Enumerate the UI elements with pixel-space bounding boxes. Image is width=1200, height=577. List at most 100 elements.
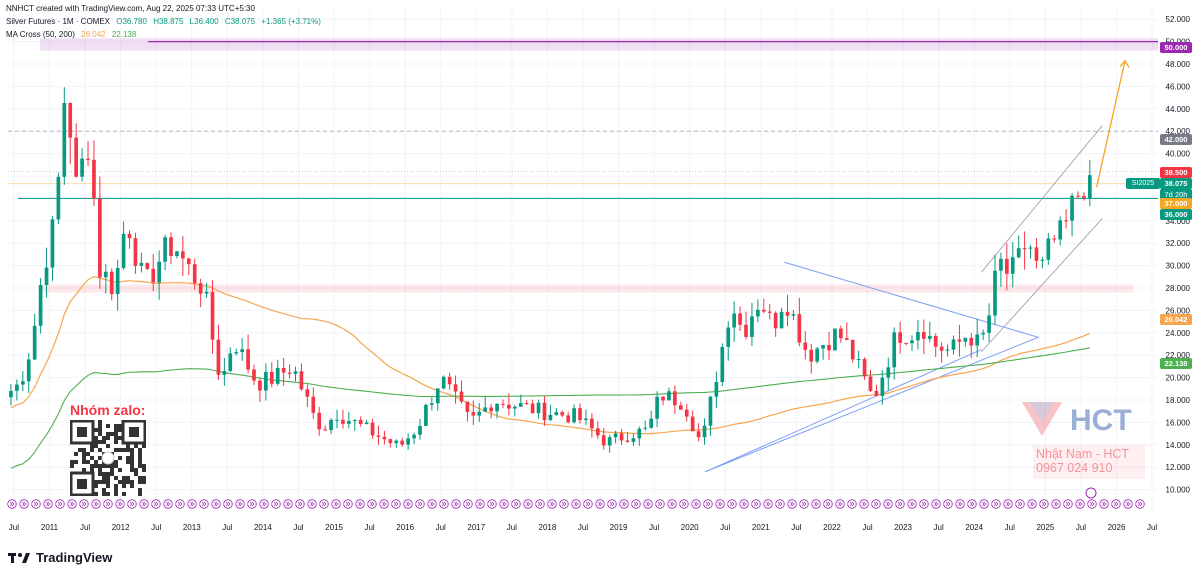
event-arrow-icon [129,501,135,507]
candle-body [542,402,547,421]
candle-body [275,367,280,384]
target-arrowhead-icon [1119,59,1130,68]
tradingview-footer[interactable]: TradingView [8,550,112,565]
qr-cell [130,448,134,452]
time-tick-label: Jul [293,523,303,532]
qr-cell [90,456,94,460]
zalo-label: Nhóm zalo: [70,402,146,418]
candle-body [821,345,825,349]
qr-cell [106,484,110,488]
qr-finder [70,471,95,496]
creator-text: NNHCT created with TradingView.com, Aug … [6,4,255,13]
event-arrow-icon [57,501,63,507]
time-tick-label: 2021 [752,523,770,532]
qr-cell [126,448,130,452]
candle-body [311,396,316,413]
qr-cell [122,476,126,480]
candle-body [145,262,150,269]
qr-cell [130,452,134,456]
price-tick-label: 10.000 [1166,486,1191,495]
event-arrow-icon [621,501,627,507]
symbol-legend[interactable]: Silver Futures · 1M · COMEX O36.780 H38.… [6,16,325,27]
event-arrow-icon [897,501,903,507]
candle-body [50,219,55,268]
price-tick-label: 24.000 [1166,329,1191,338]
candle-body [738,313,742,325]
time-tick-label: Jul [9,523,19,532]
candles [9,87,1092,453]
qr-cell [98,424,102,428]
candle-body [649,418,654,428]
contract-label: SI2025 [1126,178,1160,189]
qr-cell [138,464,142,468]
time-tick-label: Jul [578,523,588,532]
event-arrow-icon [513,501,519,507]
indicator-name[interactable]: MA Cross (50, 200) [6,30,75,39]
qr-cell [106,492,110,496]
qr-cell [126,476,130,480]
time-tick-label: 2013 [183,523,201,532]
event-arrow-icon [873,501,879,507]
qr-cell [74,452,78,456]
candle-body [673,391,677,406]
event-arrow-icon [633,501,639,507]
event-arrow-icon [177,501,183,507]
ma50-axis-label: 26.042 [1160,314,1192,325]
qr-cell [138,448,142,452]
price-label-37: 37.000 [1160,198,1192,209]
candle-body [210,291,215,340]
qr-cell [114,492,118,496]
time-tick-label: 2018 [539,523,557,532]
event-arrow-icon [105,501,111,507]
candle-body [376,435,381,437]
drawings [705,59,1130,473]
qr-cell [138,480,142,484]
price-label-42: 42.000 [1160,134,1192,145]
event-arrow-icon [117,501,123,507]
candle-body [797,314,802,343]
candle-body [139,262,144,266]
candle-body [696,431,701,438]
event-arrow-icon [213,501,219,507]
triangle-pattern [705,261,1040,473]
qr-cell [142,476,146,480]
qr-cell [98,428,102,432]
candle-body [501,403,505,405]
time-axis[interactable]: Jul 2011 Jul 2012 Jul 2013 Jul 2014 Jul 2015 Jul 20… [9,523,1158,532]
time-tick-label: Jul [1076,523,1086,532]
candle-body [904,342,908,344]
time-tick-label: Jul [436,523,446,532]
candle-body [981,332,985,335]
candle-body [536,402,541,414]
candle-body [471,411,476,416]
candle-body [329,419,333,431]
price-axis[interactable]: 52.000 50.000 48.000 46.000 44.000 42.000 40.0… [1158,0,1200,577]
candle-body [400,440,405,445]
event-arrow-icon [825,501,831,507]
qr-finder [121,420,146,445]
price-tick-label: 42.000 [1166,127,1191,136]
candle-body [643,427,648,429]
candle-body [850,339,855,360]
event-arrow-icon [429,501,435,507]
indicator-legend[interactable]: MA Cross (50, 200) 26.042 22.138 [6,29,140,40]
event-arrow-icon [609,501,615,507]
candle-body [803,342,808,350]
candle-body [264,371,268,391]
qr-cell [102,480,106,484]
qr-cell [122,448,126,452]
candle-body [20,381,25,385]
qr-cell [102,464,106,468]
qr-cell [138,452,142,456]
symbol-name[interactable]: Silver Futures · 1M · COMEX [6,17,111,26]
candle-body [370,422,375,436]
candle-body [785,311,790,316]
candle-body [1064,220,1068,222]
event-arrow-icon [33,501,39,507]
candle-body [874,390,879,396]
qr-cell [110,464,114,468]
qr-cell [98,440,102,444]
price-axis-bg [1158,0,1200,577]
candle-body [1034,247,1039,261]
